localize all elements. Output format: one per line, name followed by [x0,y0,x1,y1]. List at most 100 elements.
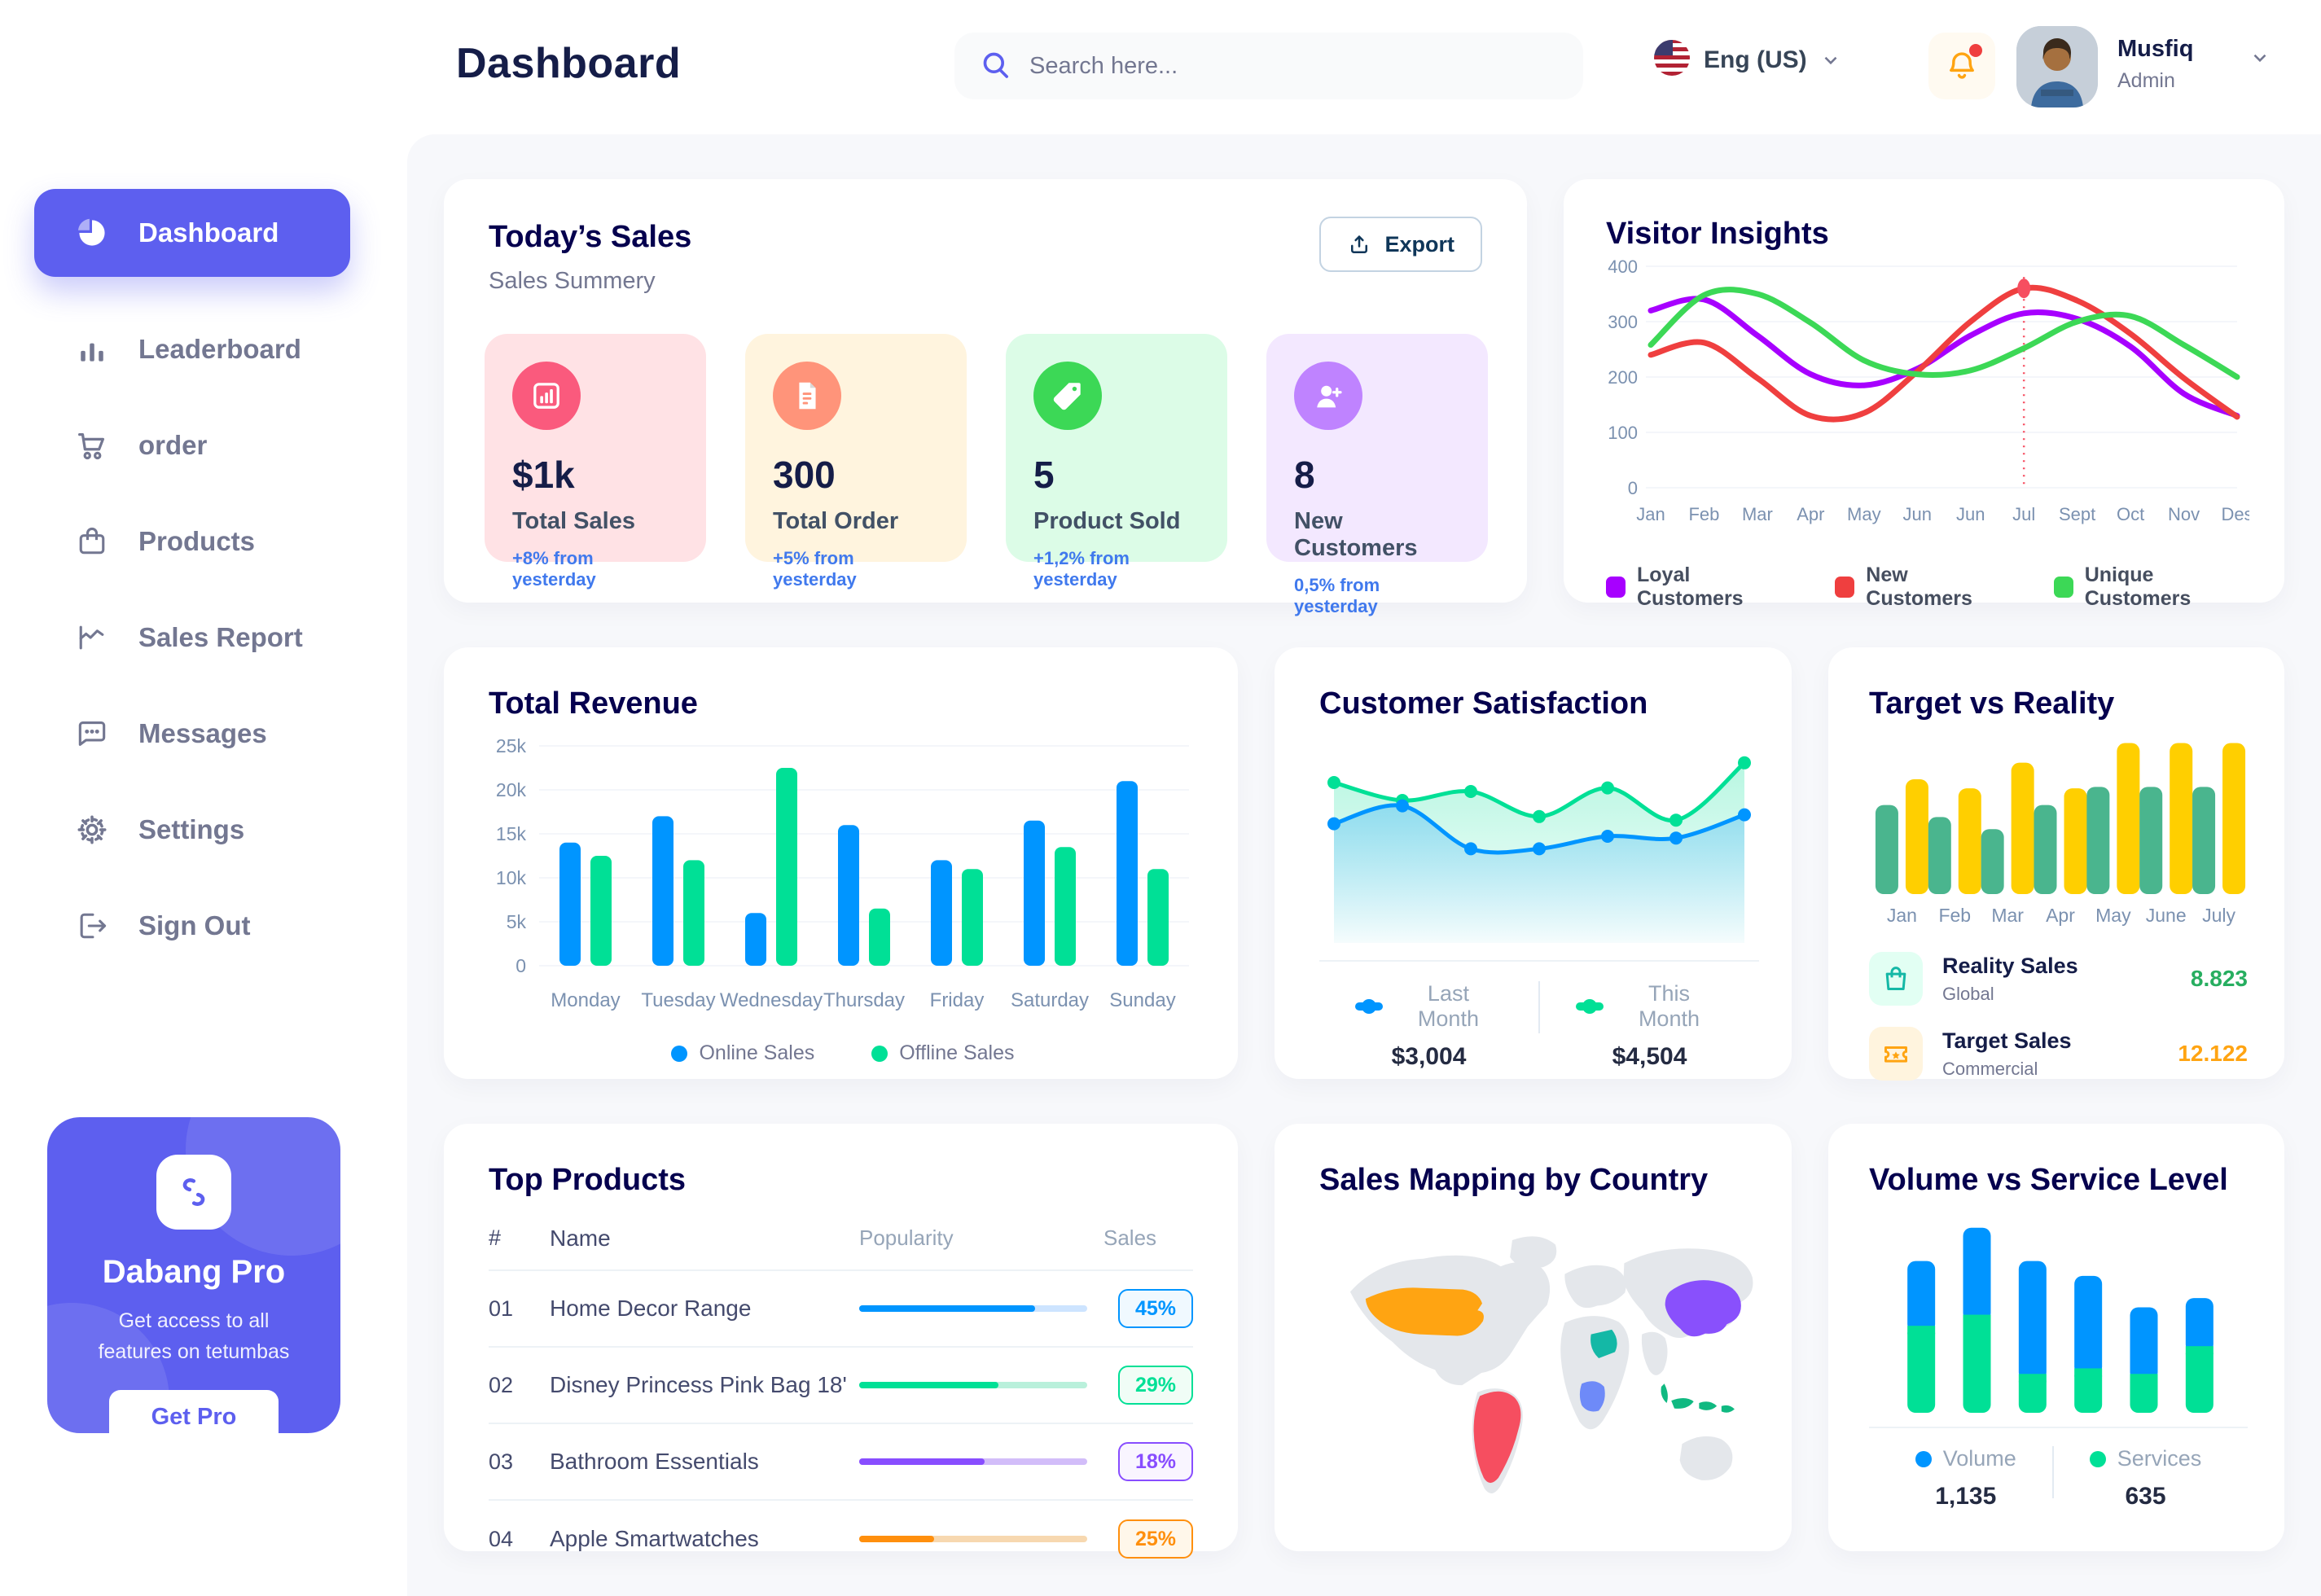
svg-text:Jun: Jun [1956,504,1985,524]
svg-text:100: 100 [1608,423,1638,443]
top-products-card: Top Products # Name Popularity Sales 01 … [444,1124,1238,1559]
product-name: Disney Princess Pink Bag 18' [550,1372,847,1397]
svg-text:May: May [1847,504,1881,524]
sidebar-item-label: Messages [138,718,267,748]
get-pro-button[interactable]: Get Pro [109,1390,279,1433]
sidebar-item-dashboard[interactable]: Dashboard [34,189,350,277]
total-revenue-card: Total Revenue 0 5k 10k 15k 20k 25k Monday Tuesd… [444,647,1238,1079]
sidebar-item-sales-report[interactable]: Sales Report [0,590,407,686]
svg-text:Feb: Feb [1938,905,1971,926]
svg-text:400: 400 [1608,256,1638,277]
sidebar-item-label: Products [138,526,256,556]
legend-swatch [2053,577,2073,598]
popularity-bar [859,1536,1103,1542]
cart-icon [73,427,111,464]
sidebar-item-label: Leaderboard [138,334,301,364]
svg-text:Thursday: Thursday [823,989,905,1011]
legend-dot [1915,1450,1932,1467]
stat-receipt-icon [773,362,841,430]
divider [1319,960,1759,962]
sidebar-item-settings[interactable]: Settings [0,782,407,878]
legend-item: New Customers [1835,563,2007,611]
export-button[interactable]: Export [1319,217,1482,272]
divider [1869,1427,2248,1428]
target-vs-reality-title: Target vs Reality [1869,686,2115,721]
volume-vs-service-chart [1907,1227,2214,1413]
product-row[interactable]: 03 Bathroom Essentials 18% [489,1424,1193,1501]
user-info[interactable]: Musfiq Admin [2117,36,2193,93]
legend-dot [2089,1450,2106,1467]
svg-text:200: 200 [1608,367,1638,388]
country-brazil[interactable] [1473,1391,1521,1484]
sales-badge: 18% [1118,1442,1193,1481]
popularity-bar [859,1382,1103,1388]
bell-icon [1950,52,1974,79]
total-revenue-title: Total Revenue [489,686,698,721]
avatar[interactable] [2016,26,2098,107]
total-revenue-legend: Online Sales Offline Sales [489,1041,1197,1065]
customer-satisfaction-legend: Last Month $3,004 This Month $4,504 [1319,981,1759,1071]
bag-icon [73,523,111,560]
country-dr-congo[interactable] [1579,1381,1605,1412]
stat-card-total-order[interactable]: 300 Total Order +5% from yesterday [745,334,967,590]
product-row[interactable]: 02 Disney Princess Pink Bag 18' 29% [489,1348,1193,1424]
pro-logo-icon [156,1155,231,1230]
volume-vs-service-card: Volume vs Service Level Volume 1,135 Servi… [1828,1124,2284,1551]
stat-label: Total Sales [512,508,635,534]
visitor-insights-chart: 400 300 200 100 0 Jan Feb Mar Apr May Jun Jun Jul Sep… [1608,256,2253,524]
svg-text:0: 0 [516,955,526,976]
product-rank: 03 [489,1449,514,1474]
legend-divider [2051,1446,2054,1498]
svg-text:25k: 25k [496,735,527,756]
stat-card-product-sold[interactable]: 5 Product Sold +1,2% from yesterday [1006,334,1227,590]
svg-text:Jan: Jan [1887,905,1917,926]
customer-satisfaction-card: Customer Satisfaction Last Month $3,004 Th… [1275,647,1792,1079]
sidebar-item-label: Dashboard [138,217,279,248]
product-name: Home Decor Range [550,1296,752,1321]
topbar: Dashboard Eng (US) Musfiq Admin [0,0,2321,134]
legend-marker [1355,1002,1383,1011]
stat-note: +5% from yesterday [773,548,857,590]
search-bar[interactable] [954,33,1583,99]
country-united-states[interactable] [1365,1287,1484,1336]
sidebar-item-products[interactable]: Products [0,493,407,590]
sales-mapping-card: Sales Mapping by Country [1275,1124,1792,1551]
stat-value: $1k [512,454,575,496]
sidebar-item-sign-out[interactable]: Sign Out [0,878,407,974]
pie-icon [73,214,111,252]
todays-sales-card: Today’s Sales Sales Summery Export $1k T… [444,179,1527,616]
country-indonesia[interactable] [1661,1383,1735,1413]
sidebar-item-messages[interactable]: Messages [0,686,407,782]
svg-text:Jul: Jul [2012,504,2035,524]
content-area: Today’s Sales Sales Summery Export $1k T… [407,134,2321,1596]
sidebar-item-label: Sales Report [138,622,303,652]
popularity-bar [859,1305,1103,1312]
product-rank: 01 [489,1296,514,1321]
notifications-button[interactable] [1928,33,1995,99]
stat-user-icon [1294,362,1362,430]
legend-item: Offline Sales [871,1041,1015,1065]
svg-text:Sept: Sept [2059,504,2095,524]
sidebar-item-order[interactable]: order [0,397,407,493]
search-input[interactable] [1029,52,1559,80]
stat-cards: $1k Total Sales +8% from yesterday 300 T… [485,334,1488,616]
legend-item: Volume 1,135 [1880,1446,2052,1510]
language-selector[interactable]: Eng (US) [1653,39,1841,81]
notification-dot [1969,44,1982,57]
bars-icon [73,331,111,368]
product-row[interactable]: 04 Apple Smartwatches 25% [489,1501,1193,1577]
product-row[interactable]: 01 Home Decor Range 45% [489,1271,1193,1348]
svg-text:Des: Des [2221,504,2249,524]
country-saudi-arabia[interactable] [1590,1329,1617,1358]
country-china[interactable] [1665,1280,1741,1337]
svg-text:Feb: Feb [1688,504,1719,524]
sales-badge: 25% [1118,1519,1193,1559]
legend-item: Last Month $3,004 [1319,981,1538,1071]
target-vs-reality-legend: Reality Sales Global 8.823 Target Sales Co… [1869,952,2248,1081]
todays-sales-title: Today’s Sales [489,220,692,254]
stat-card-new-customers[interactable]: 8 New Customers 0,5% from yesterday [1266,334,1488,616]
stat-value: 8 [1294,454,1315,496]
sidebar-item-leaderboard[interactable]: Leaderboard [0,301,407,397]
user-chevron-down-icon[interactable] [2249,47,2271,68]
stat-card-total-sales[interactable]: $1k Total Sales +8% from yesterday [485,334,706,590]
